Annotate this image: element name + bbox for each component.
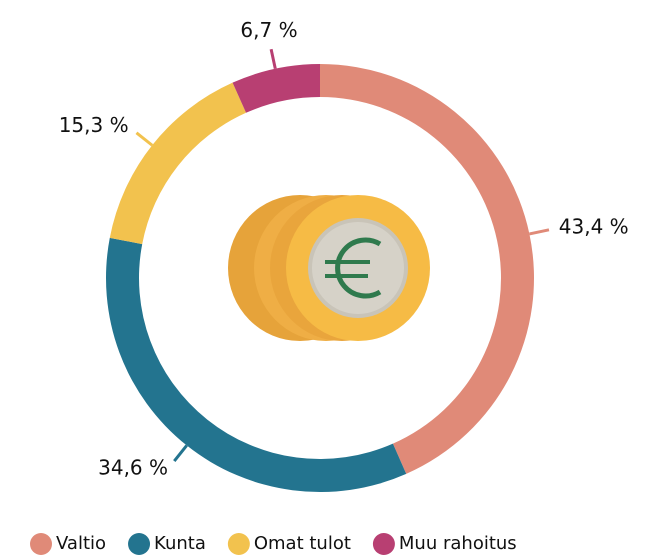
value-label: 34,6 % (98, 455, 168, 479)
leader-line (529, 228, 550, 236)
leader-line (269, 48, 277, 70)
leader-line (135, 131, 154, 147)
coin-icon (228, 195, 430, 341)
legend-swatch (128, 533, 151, 555)
legend-swatch (227, 533, 250, 555)
value-label: 43,4 % (559, 214, 629, 238)
legend-swatch (372, 533, 395, 555)
donut-slice (109, 82, 247, 245)
value-label: 6,7 % (240, 18, 297, 42)
donut-slice (105, 237, 407, 493)
legend-label: Muu rahoitus (399, 533, 517, 554)
donut-slice (232, 64, 320, 113)
legend-label: Omat tulot (254, 533, 351, 554)
legend-label: Kunta (154, 533, 206, 554)
legend-label: Valtio (56, 533, 106, 554)
leader-line (173, 444, 188, 463)
legend-swatch (30, 533, 52, 555)
value-label: 15,3 % (59, 113, 129, 137)
donut-slice (320, 64, 535, 474)
